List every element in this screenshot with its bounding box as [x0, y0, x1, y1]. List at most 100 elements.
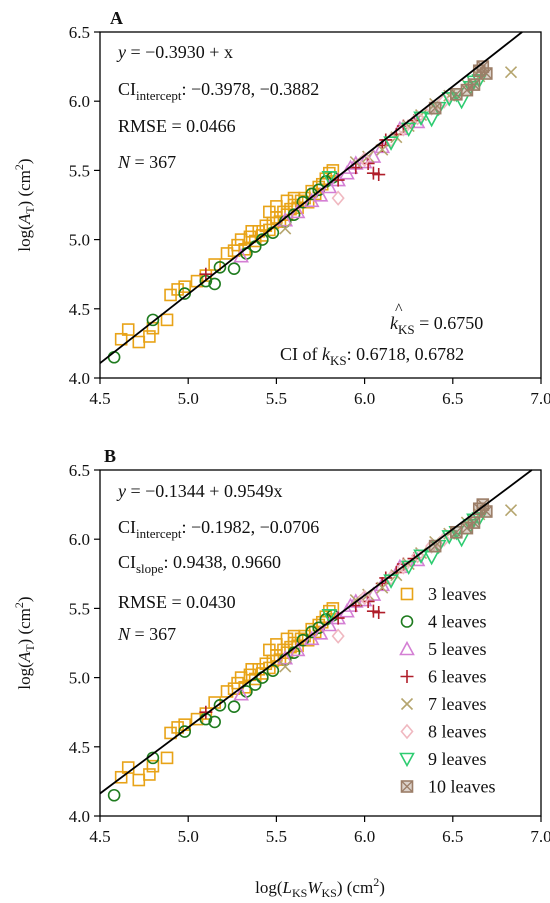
- data-point: [273, 653, 287, 666]
- y-tick-label: 5.0: [69, 669, 90, 688]
- legend-label: 6 leaves: [428, 667, 486, 687]
- y-tick-label: 5.5: [69, 599, 90, 618]
- data-point: [480, 67, 493, 80]
- legend-label: 10 leaves: [428, 777, 495, 797]
- data-point: [400, 122, 417, 138]
- data-point: [471, 74, 488, 89]
- series-10-leaves: [428, 60, 493, 115]
- data-point: [160, 751, 174, 765]
- data-point: [273, 215, 287, 228]
- y-tick-label: 4.5: [69, 300, 90, 319]
- data-point: [372, 168, 386, 182]
- data-point: [107, 788, 121, 802]
- x-tick-label: 6.0: [354, 827, 375, 846]
- y-axis-label: log(AT) (cm2): [12, 596, 37, 689]
- legend-label: 5 leaves: [428, 639, 486, 659]
- plot-frame: [99, 469, 542, 817]
- data-point: [114, 770, 128, 784]
- x-tick-label: 7.0: [530, 389, 550, 408]
- data-point: [428, 539, 442, 553]
- axes: 4.5 5.0 5.5 6.0 6.5 7.04.04.55.05.56.06.5: [69, 461, 550, 846]
- data-point: [227, 262, 241, 275]
- legend-item: 7 leaves: [400, 694, 486, 714]
- series-3-leaves: [114, 164, 340, 349]
- legend-marker: [400, 587, 414, 601]
- x-tick-label: 5.5: [266, 827, 287, 846]
- data-point: [331, 190, 345, 206]
- x-tick-label: 4.5: [89, 389, 110, 408]
- legend-label: 7 leaves: [428, 694, 486, 714]
- x-tick-label: 5.0: [178, 389, 199, 408]
- data-point: [121, 323, 135, 336]
- data-point: [296, 633, 310, 647]
- y-tick-label: 4.5: [69, 738, 90, 757]
- x-tick-label: 6.0: [354, 389, 375, 408]
- data-point: [437, 531, 451, 547]
- data-point: [504, 504, 518, 517]
- data-point: [245, 224, 259, 238]
- data-point: [358, 151, 372, 168]
- data-point: [383, 136, 399, 151]
- data-point: [361, 156, 375, 170]
- data-point: [178, 725, 191, 738]
- plot-frame: [99, 31, 542, 379]
- legend-label: 8 leaves: [428, 722, 486, 742]
- x-axis-label: log(LKSWKS) (cm2): [255, 875, 385, 900]
- data-point: [450, 87, 463, 101]
- legend-item: 8 leaves: [400, 722, 486, 742]
- x-tick-label: 5.5: [266, 389, 287, 408]
- equation-text: y = −0.3930 + x: [116, 42, 233, 62]
- legend-marker: [399, 752, 415, 768]
- data-point: [171, 283, 184, 296]
- y-tick-label: 6.0: [69, 530, 90, 549]
- rmse-text: RMSE = 0.0466: [118, 116, 236, 136]
- data-point: [266, 664, 280, 677]
- hat-symbol: ^: [395, 301, 403, 318]
- data-point: [280, 194, 294, 208]
- data-point: [263, 661, 276, 675]
- data-point: [220, 247, 234, 260]
- data-point: [143, 330, 156, 343]
- legend-marker: [399, 640, 415, 656]
- y-tick-label: 6.0: [69, 92, 90, 111]
- data-point: [425, 538, 439, 554]
- data-point: [361, 594, 375, 608]
- legend-marker: [400, 723, 414, 740]
- n-text: N = 367: [117, 152, 176, 172]
- data-point: [321, 171, 338, 186]
- legend-item: 3 leaves: [400, 584, 486, 604]
- legend-item: 6 leaves: [400, 667, 486, 687]
- data-point: [208, 715, 221, 729]
- y-tick-label: 5.0: [69, 231, 90, 250]
- fit-line: [99, 31, 523, 364]
- data-point: [331, 628, 345, 644]
- data-point: [312, 187, 329, 202]
- data-point: [504, 66, 518, 79]
- data-point: [376, 143, 389, 156]
- data-point: [289, 641, 306, 657]
- panel-a: A 4.5 5.0 5.5 6.0 6.5 7.04.04.55.05.56.06.5 l…: [12, 8, 550, 408]
- data-point: [220, 685, 234, 698]
- fit-line: [99, 469, 533, 795]
- rmse-text: RMSE = 0.0430: [118, 592, 236, 612]
- legend-marker: [400, 670, 414, 683]
- equation-text: y = −0.1344 + 0.9549x: [116, 481, 282, 501]
- y-axis-label: log(AT) (cm2): [12, 158, 37, 251]
- data-point: [107, 350, 121, 364]
- data-point: [312, 625, 329, 640]
- data-point: [146, 313, 160, 327]
- data-point: [199, 267, 213, 281]
- x-tick-label: 6.5: [442, 389, 463, 408]
- data-point: [114, 332, 128, 346]
- data-point: [366, 604, 380, 618]
- data-point: [428, 101, 442, 115]
- legend-label: 3 leaves: [428, 584, 486, 604]
- data-point: [213, 260, 227, 274]
- data-point: [132, 335, 146, 349]
- ci-slope-text: CIslope: 0.9438, 0.9660: [118, 552, 281, 576]
- ci-intercept-text: CIintercept: −0.1982, −0.0706: [118, 517, 319, 541]
- data-point: [234, 671, 248, 684]
- data-point: [263, 223, 276, 237]
- data-point: [146, 759, 160, 773]
